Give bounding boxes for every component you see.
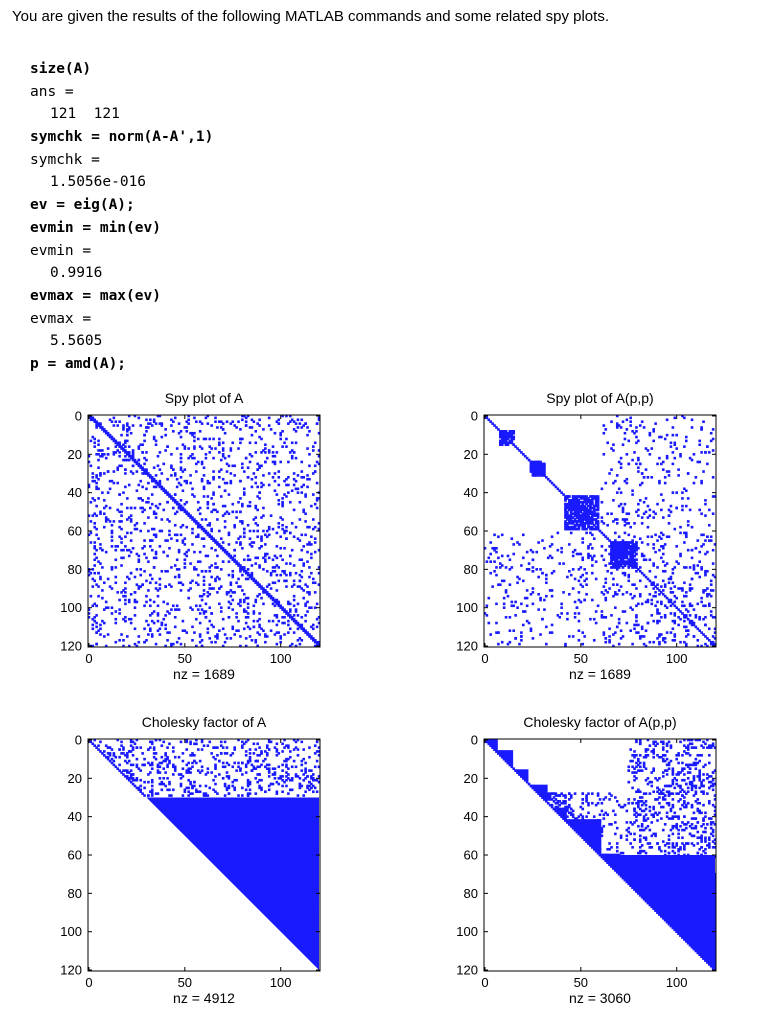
code-line: 1.5056e-016 [50,174,147,191]
code-line: p = amd(A); [30,355,127,372]
x-tick-label: 50 [574,651,588,666]
y-tick-label: 100 [456,600,478,615]
x-tick-label: 100 [270,651,292,666]
cholesky-fill [146,797,320,971]
y-tick-label: 120 [456,639,478,654]
y-tick-label: 20 [68,771,82,786]
y-tick-label: 100 [60,924,82,939]
y-tick-label: 20 [464,447,478,462]
x-tick-label: 50 [178,651,192,666]
y-tick-label: 80 [464,886,478,901]
matlab-session: size(A) ans = 121 121 symchk = norm(A-A'… [30,58,213,376]
spy-plot-a-permuted: Spy plot of A(p,p) 0 20 40 60 80 100 120 0 50 100 n… [446,385,756,685]
y-tick-label: 20 [464,771,478,786]
y-tick-label: 80 [68,886,82,901]
code-line: symchk = norm(A-A',1) [30,129,214,146]
intro-text: You are given the results of the followi… [12,8,609,25]
y-tick-label: 100 [456,924,478,939]
x-tick-label: 0 [85,651,92,666]
code-line: evmin = [30,242,92,259]
x-tick-label: 100 [270,975,292,990]
x-tick-label: 50 [178,975,192,990]
y-tick-label: 120 [60,963,82,978]
code-line: ev = eig(A); [30,197,135,214]
y-tick-label: 60 [464,848,478,863]
spy-markers [483,414,717,648]
code-line: 0.9916 [50,265,103,282]
spy-plot-a: Spy plot of A 0 20 40 60 80 100 120 0 50 100 nz = 1… [50,385,360,685]
code-line: 5.5605 [50,333,103,350]
cholesky-plot-a: Cholesky factor of A 0 20 40 60 80 100 120 0 50 10… [50,709,360,1009]
nz-label: nz = 3060 [569,990,631,1006]
y-tick-label: 80 [464,562,478,577]
y-tick-label: 20 [68,447,82,462]
y-tick-label: 100 [60,600,82,615]
y-tick-label: 40 [68,485,82,500]
y-tick-label: 120 [456,963,478,978]
nz-label: nz = 1689 [173,666,235,682]
y-tick-label: 80 [68,562,82,577]
nz-label: nz = 1689 [569,666,631,682]
cholesky-plot-a-permuted: Cholesky factor of A(p,p) 0 20 40 60 80 100 120… [446,709,756,1009]
x-tick-label: 0 [481,975,488,990]
x-tick-label: 100 [666,975,688,990]
y-tick-label: 40 [464,809,478,824]
x-tick-label: 0 [481,651,488,666]
y-tick-label: 0 [471,732,478,747]
cholesky-fill [600,855,716,971]
code-line: evmax = max(ev) [30,287,161,304]
x-tick-label: 50 [574,975,588,990]
plot-title: Cholesky factor of A(p,p) [523,714,676,730]
y-tick-label: 60 [68,848,82,863]
y-tick-label: 60 [68,524,82,539]
code-line: symchk = [30,151,100,168]
code-line: size(A) [30,61,92,77]
spy-markers [87,738,321,797]
plot-title: Spy plot of A [165,390,244,406]
y-tick-label: 40 [68,809,82,824]
plot-title: Cholesky factor of A [142,714,267,730]
code-line: ans = [30,83,74,100]
y-tick-label: 120 [60,639,82,654]
code-line: 121 121 [50,106,120,123]
code-line: evmax = [30,310,92,327]
spy-markers [87,414,321,648]
x-tick-label: 0 [85,975,92,990]
y-tick-label: 60 [464,524,478,539]
y-tick-label: 0 [75,408,82,423]
code-line: evmin = min(ev) [30,219,161,236]
plot-title: Spy plot of A(p,p) [546,390,653,406]
x-tick-label: 100 [666,651,688,666]
cholesky-plot-a-permuted-svg: Cholesky factor of A(p,p) 0 20 40 60 80 100 120… [456,714,717,1006]
nz-label: nz = 4912 [173,990,235,1006]
y-tick-label: 0 [75,732,82,747]
y-tick-label: 0 [471,408,478,423]
y-tick-label: 40 [464,485,478,500]
